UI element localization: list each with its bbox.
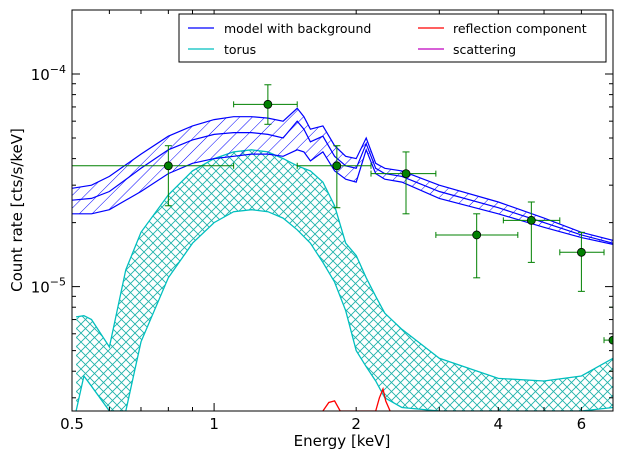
data-point: [72, 145, 235, 207]
data-point: [559, 231, 605, 292]
legend-label-model: model with background: [224, 21, 371, 36]
data-point-marker: [608, 335, 613, 345]
legend: model with background torus reflection c…: [178, 13, 607, 63]
data-points: [72, 84, 613, 372]
legend-box: [178, 13, 607, 63]
torus-upper-line: [76, 149, 613, 382]
reflection-line: [322, 386, 391, 411]
y-axis-label: Count rate [cts/s/keV]: [8, 128, 26, 292]
data-point-marker: [263, 99, 273, 109]
data-point-marker: [576, 247, 586, 257]
legend-label-scattering: scattering: [453, 42, 516, 57]
plot-area: [72, 107, 613, 411]
legend-label-torus: torus: [224, 42, 256, 57]
x-tick-label: 6: [577, 415, 587, 433]
data-point: [296, 145, 372, 209]
data-point: [502, 201, 561, 263]
y-tick-label: 10−5: [31, 276, 66, 297]
legend-label-reflection: reflection component: [453, 21, 587, 36]
x-tick-label: 4: [494, 415, 504, 433]
x-tick-label: 2: [351, 415, 361, 433]
data-point: [435, 213, 519, 279]
x-axis-label: Energy [keV]: [294, 432, 391, 450]
data-point: [233, 84, 298, 125]
x-tick-label: 0.5: [60, 415, 84, 433]
data-point-marker: [163, 161, 173, 171]
torus-lower-line: [75, 209, 613, 411]
data-point-marker: [472, 230, 482, 240]
data-point-marker: [526, 215, 536, 225]
y-tick-label: 10−4: [31, 63, 66, 84]
model-lower-line: [72, 148, 613, 245]
data-point: [370, 151, 437, 215]
data-point-marker: [401, 169, 411, 179]
x-tick-label: 1: [209, 415, 219, 433]
model-upper-line: [72, 107, 613, 241]
axes: 0.5 1 2 4 6 10−5 10−4: [31, 9, 614, 433]
torus-band-fill: [76, 149, 613, 411]
data-point-marker: [332, 161, 342, 171]
model-mid-line: [72, 120, 613, 244]
plot-frame: [71, 9, 614, 412]
